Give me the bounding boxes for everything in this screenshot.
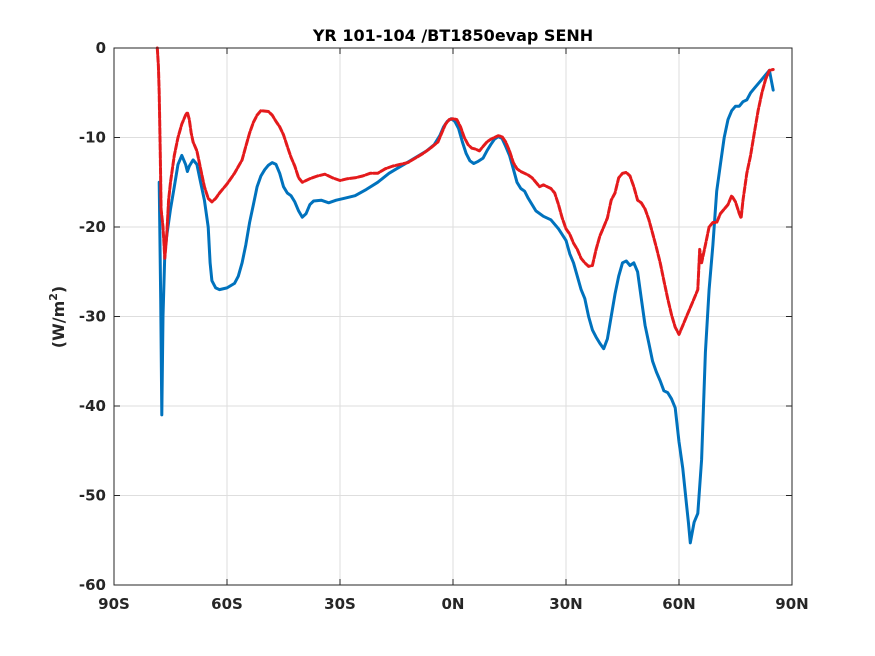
series-line-1 bbox=[157, 68, 775, 545]
y-axis-label-close: ) bbox=[49, 286, 68, 293]
x-tick-label: 60N bbox=[662, 595, 695, 613]
series-layer bbox=[155, 46, 775, 545]
x-tick-label: 90N bbox=[775, 595, 808, 613]
x-tick-label: 30S bbox=[324, 595, 356, 613]
x-tick-label: 90S bbox=[98, 595, 130, 613]
svg-text:(W/m2): (W/m2) bbox=[47, 286, 68, 348]
y-tick-label: -30 bbox=[79, 308, 106, 326]
x-tick-label: 60S bbox=[211, 595, 243, 613]
x-tick-label: 0N bbox=[442, 595, 465, 613]
y-axis-label: (W/m2) bbox=[47, 286, 68, 348]
y-axis-label-superscript: 2 bbox=[47, 293, 60, 301]
y-tick-label: 0 bbox=[96, 39, 106, 57]
x-tick-label: 30N bbox=[549, 595, 582, 613]
y-tick-label: -20 bbox=[79, 218, 106, 236]
y-tick-label: -10 bbox=[79, 129, 106, 147]
y-tick-label: -50 bbox=[79, 487, 106, 505]
y-axis-label-main: (W/m bbox=[49, 301, 68, 348]
y-tick-label: -40 bbox=[79, 397, 106, 415]
axis-ticks: 90S 60S 30S 0N 30N 60N 90N 0 -10 -20 -30 -40 -50 -60 bbox=[79, 39, 809, 613]
y-tick-label: -60 bbox=[79, 576, 106, 594]
chart-title: YR 101-104 /BT1850evap SENH bbox=[312, 26, 593, 45]
series-line-2 bbox=[155, 46, 775, 336]
